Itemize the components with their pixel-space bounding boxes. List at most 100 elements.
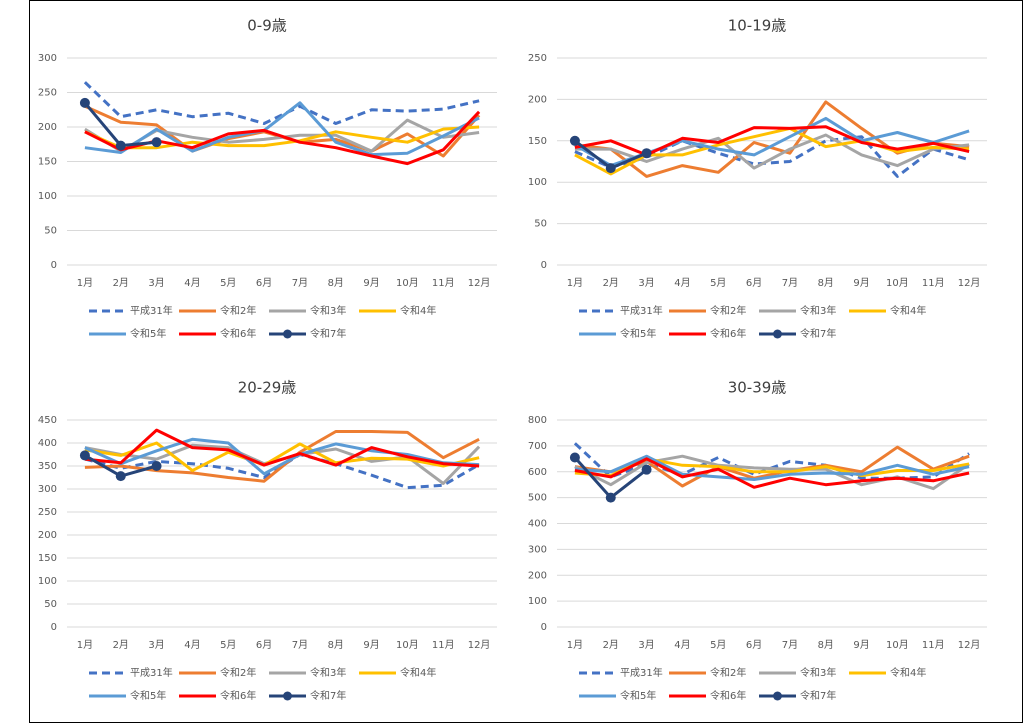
legend-label: 令和2年 xyxy=(220,304,256,317)
y-tick-label: 150 xyxy=(528,136,547,147)
point xyxy=(605,492,616,503)
y-tick-label: 50 xyxy=(44,226,57,237)
y-tick-label: 50 xyxy=(534,219,547,230)
y-tick-label: 200 xyxy=(38,530,57,541)
chart-title: 10-19歳 xyxy=(728,17,787,35)
chart-title: 30-39歳 xyxy=(728,379,787,397)
y-tick-label: 350 xyxy=(38,461,57,472)
x-tick-label: 9月 xyxy=(363,277,379,289)
legend-label: 令和2年 xyxy=(710,304,746,317)
legend-label: 令和4年 xyxy=(890,666,926,679)
y-tick-label: 250 xyxy=(528,53,547,64)
series-line xyxy=(574,126,970,176)
series-line xyxy=(84,101,480,157)
y-tick-label: 200 xyxy=(528,570,547,581)
x-tick-label: 4月 xyxy=(674,639,690,651)
chart-title: 20-29歳 xyxy=(238,379,297,397)
x-tick-label: 4月 xyxy=(674,277,690,289)
x-tick-label: 9月 xyxy=(363,639,379,651)
legend-label: 令和4年 xyxy=(400,304,436,317)
y-tick-label: 0 xyxy=(51,622,57,633)
x-tick-label: 9月 xyxy=(853,277,869,289)
x-tick-label: 9月 xyxy=(853,639,869,651)
x-tick-label: 11月 xyxy=(432,277,455,289)
series-line xyxy=(84,441,480,473)
y-tick-label: 300 xyxy=(38,484,57,495)
legend-marker xyxy=(773,691,782,701)
legend-label: 令和4年 xyxy=(400,666,436,679)
x-tick-label: 3月 xyxy=(148,639,164,651)
x-tick-label: 12月 xyxy=(468,277,491,289)
y-tick-label: 600 xyxy=(528,467,547,478)
legend-label: 令和3年 xyxy=(800,666,836,679)
legend-marker xyxy=(283,329,292,339)
x-tick-label: 8月 xyxy=(328,639,344,651)
x-tick-label: 12月 xyxy=(958,277,981,289)
x-tick-label: 4月 xyxy=(184,639,200,651)
legend-marker xyxy=(773,329,782,339)
legend-label: 令和2年 xyxy=(220,666,256,679)
x-tick-label: 3月 xyxy=(638,639,654,651)
x-tick-label: 12月 xyxy=(958,639,981,651)
legend-label: 令和3年 xyxy=(800,304,836,317)
point xyxy=(569,452,580,463)
x-tick-label: 7月 xyxy=(292,277,308,289)
y-tick-label: 100 xyxy=(528,596,547,607)
y-tick-label: 50 xyxy=(44,599,57,610)
x-tick-label: 2月 xyxy=(603,639,619,651)
legend-label: 令和3年 xyxy=(310,304,346,317)
x-tick-label: 11月 xyxy=(922,277,945,289)
y-tick-label: 150 xyxy=(38,553,57,564)
y-tick-label: 100 xyxy=(38,191,57,202)
x-tick-label: 1月 xyxy=(567,277,583,289)
y-tick-label: 200 xyxy=(38,122,57,133)
legend-label: 令和5年 xyxy=(130,327,166,340)
legend-label: 令和5年 xyxy=(620,327,656,340)
legend-label: 令和7年 xyxy=(800,689,836,702)
series-line xyxy=(574,125,970,157)
y-tick-label: 250 xyxy=(38,507,57,518)
x-tick-label: 5月 xyxy=(220,639,236,651)
point xyxy=(79,97,90,108)
legend-label: 令和6年 xyxy=(220,327,256,340)
y-tick-label: 400 xyxy=(38,438,57,449)
x-tick-label: 10月 xyxy=(886,639,909,651)
series-line xyxy=(84,453,480,490)
y-tick-label: 250 xyxy=(38,88,57,99)
point xyxy=(641,464,652,475)
legend-label: 令和6年 xyxy=(220,689,256,702)
x-tick-label: 12月 xyxy=(468,639,491,651)
x-tick-label: 2月 xyxy=(113,277,129,289)
x-tick-label: 7月 xyxy=(292,639,308,651)
legend-label: 令和5年 xyxy=(620,689,656,702)
y-tick-label: 0 xyxy=(541,622,547,633)
y-tick-label: 100 xyxy=(528,177,547,188)
series-line xyxy=(84,430,480,483)
x-tick-label: 10月 xyxy=(396,639,419,651)
legend-label: 令和2年 xyxy=(710,666,746,679)
y-tick-label: 300 xyxy=(38,53,57,64)
legend-label: 令和6年 xyxy=(710,327,746,340)
series-line xyxy=(84,437,480,476)
y-tick-label: 100 xyxy=(38,576,57,587)
x-tick-label: 5月 xyxy=(710,639,726,651)
point xyxy=(151,137,162,148)
series-line xyxy=(84,428,480,468)
x-tick-label: 5月 xyxy=(220,277,236,289)
x-tick-label: 2月 xyxy=(113,639,129,651)
x-tick-label: 10月 xyxy=(886,277,909,289)
y-tick-label: 450 xyxy=(38,415,57,426)
x-tick-label: 8月 xyxy=(818,639,834,651)
y-tick-label: 400 xyxy=(528,519,547,530)
y-tick-label: 800 xyxy=(528,415,547,426)
point xyxy=(115,140,126,151)
y-tick-label: 500 xyxy=(528,493,547,504)
point xyxy=(115,471,126,482)
y-tick-label: 150 xyxy=(38,157,57,168)
series-line xyxy=(574,457,970,489)
x-tick-label: 1月 xyxy=(567,639,583,651)
x-tick-label: 8月 xyxy=(818,277,834,289)
legend-marker xyxy=(283,691,292,701)
x-tick-label: 3月 xyxy=(148,277,164,289)
y-tick-label: 0 xyxy=(51,260,57,271)
